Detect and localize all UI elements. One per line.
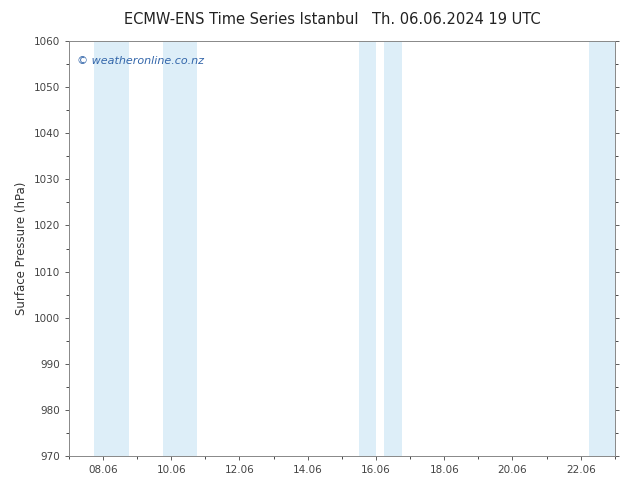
- Bar: [589, 41, 615, 456]
- Bar: [163, 41, 197, 456]
- Text: Th. 06.06.2024 19 UTC: Th. 06.06.2024 19 UTC: [372, 12, 541, 27]
- Text: ECMW-ENS Time Series Istanbul: ECMW-ENS Time Series Istanbul: [124, 12, 358, 27]
- Bar: [384, 41, 401, 456]
- Y-axis label: Surface Pressure (hPa): Surface Pressure (hPa): [15, 182, 28, 315]
- Bar: [359, 41, 376, 456]
- Text: © weatheronline.co.nz: © weatheronline.co.nz: [77, 55, 204, 66]
- Bar: [94, 41, 129, 456]
